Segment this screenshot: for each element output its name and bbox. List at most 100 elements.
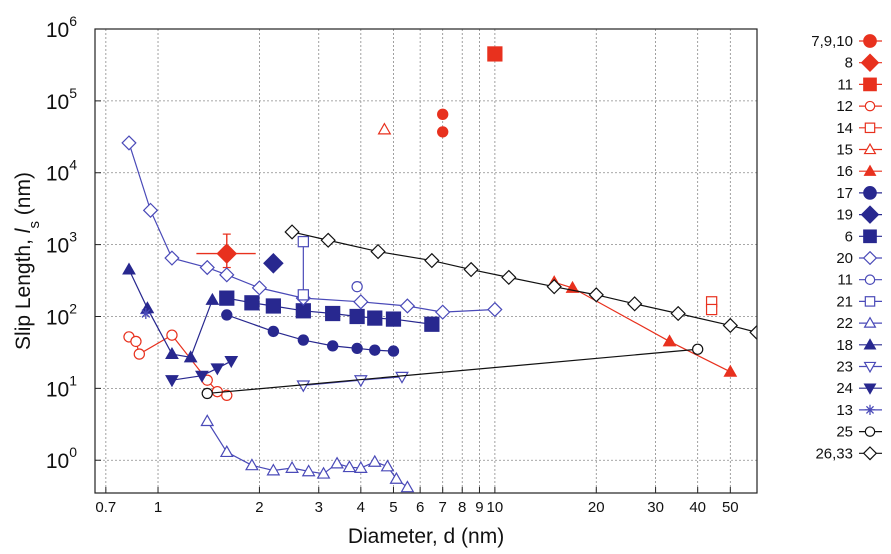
data-point — [325, 305, 341, 322]
x-tick-label: 20 — [588, 499, 605, 516]
data-point — [705, 303, 718, 316]
legend-label: 6 — [845, 228, 853, 245]
legend-marker — [863, 164, 877, 176]
x-tick-label: 8 — [458, 499, 466, 516]
x-tick-label: 5 — [389, 499, 397, 516]
legend-label: 26,33 — [815, 445, 853, 462]
data-point — [244, 295, 260, 311]
legend-label: 25 — [836, 424, 853, 441]
legend-marker — [864, 122, 876, 134]
legend-marker — [863, 229, 877, 244]
data-point — [424, 252, 440, 269]
legend-item: 26,33 — [815, 445, 882, 462]
data-point — [221, 389, 233, 401]
data-point — [320, 232, 336, 248]
legend-item: 23 — [836, 359, 882, 376]
series-3 — [487, 46, 503, 62]
y-tick-label: 100 — [46, 444, 77, 473]
legend-label: 16 — [836, 163, 853, 180]
data-point — [380, 459, 395, 472]
data-point — [437, 108, 449, 120]
legend-marker — [863, 77, 877, 92]
data-point — [487, 301, 503, 318]
data-point — [424, 316, 440, 332]
series-15 — [122, 262, 220, 363]
data-point — [367, 310, 383, 326]
series-line — [128, 142, 495, 313]
legend-label: 23 — [836, 359, 853, 376]
legend-marker — [863, 186, 877, 200]
legend-marker — [860, 53, 880, 72]
legend-label: 17 — [836, 185, 853, 202]
series-19 — [201, 343, 704, 400]
data-point — [285, 460, 299, 473]
legend-label: 7,9,10 — [811, 33, 853, 50]
legend: 7,9,10 8 11 12 14 15 16 17 19 6 20 11 21 22 18 23 24 13 25… — [811, 33, 882, 462]
legend-label: 15 — [836, 142, 853, 159]
series-line — [291, 231, 757, 334]
legend-item: 21 — [836, 293, 882, 310]
legend-marker — [863, 142, 877, 155]
data-point — [219, 290, 235, 306]
legend-label: 12 — [836, 98, 853, 115]
series-10 — [219, 290, 440, 332]
y-axis-title: Slip Length, ls (nm) — [12, 172, 43, 350]
series-6 — [377, 122, 392, 135]
data-point — [295, 303, 311, 319]
x-tick-label: 30 — [647, 499, 664, 516]
data-point — [205, 292, 220, 305]
data-point — [399, 298, 416, 314]
series-layer — [121, 46, 757, 493]
data-point — [284, 224, 300, 240]
y-tick-label: 102 — [46, 300, 77, 329]
series-4 — [123, 329, 233, 401]
data-point — [266, 463, 281, 476]
y-axis-title-text: Slip Length, — [12, 239, 35, 350]
legend-label: 24 — [836, 380, 853, 397]
data-point — [662, 334, 677, 347]
data-point — [166, 329, 178, 341]
data-point — [353, 460, 368, 473]
data-point — [164, 250, 180, 266]
data-point — [267, 325, 280, 338]
data-point — [130, 335, 142, 348]
data-point — [201, 387, 213, 400]
data-point — [588, 287, 604, 303]
data-point — [165, 375, 179, 388]
data-point — [749, 324, 757, 341]
legend-item: 20 — [836, 250, 882, 267]
legend-item: 7,9,10 — [811, 33, 882, 50]
legend-marker — [864, 404, 876, 415]
legend-item: 11 — [837, 76, 882, 93]
x-tick-label: 40 — [689, 499, 706, 516]
y-tick-label: 105 — [46, 85, 77, 114]
series-line — [206, 420, 408, 488]
data-point — [297, 289, 309, 301]
data-point — [245, 458, 259, 471]
data-point — [351, 342, 363, 355]
data-point — [626, 296, 643, 312]
series-line — [171, 360, 232, 381]
legend-marker — [863, 34, 877, 48]
x-tick-label: 6 — [416, 499, 424, 516]
data-point — [349, 308, 365, 325]
y-axis-title-symbol: l — [12, 227, 35, 233]
x-tick-label: 50 — [722, 499, 739, 516]
x-tick-label: 7 — [439, 499, 447, 516]
legend-marker — [862, 250, 878, 266]
legend-marker — [863, 361, 877, 374]
legend-item: 19 — [836, 205, 882, 224]
legend-marker — [864, 274, 876, 285]
legend-label: 14 — [836, 120, 853, 137]
legend-label: 11 — [837, 76, 853, 93]
y-axis-title-subscript: s — [26, 221, 43, 229]
legend-label: 20 — [836, 250, 853, 267]
data-point — [351, 280, 363, 293]
legend-label: 13 — [836, 402, 853, 419]
y-tick-label: 106 — [46, 13, 77, 42]
y-tick-label: 104 — [46, 157, 77, 186]
data-point — [369, 344, 381, 356]
series-5 — [705, 296, 718, 316]
data-point — [221, 309, 233, 321]
